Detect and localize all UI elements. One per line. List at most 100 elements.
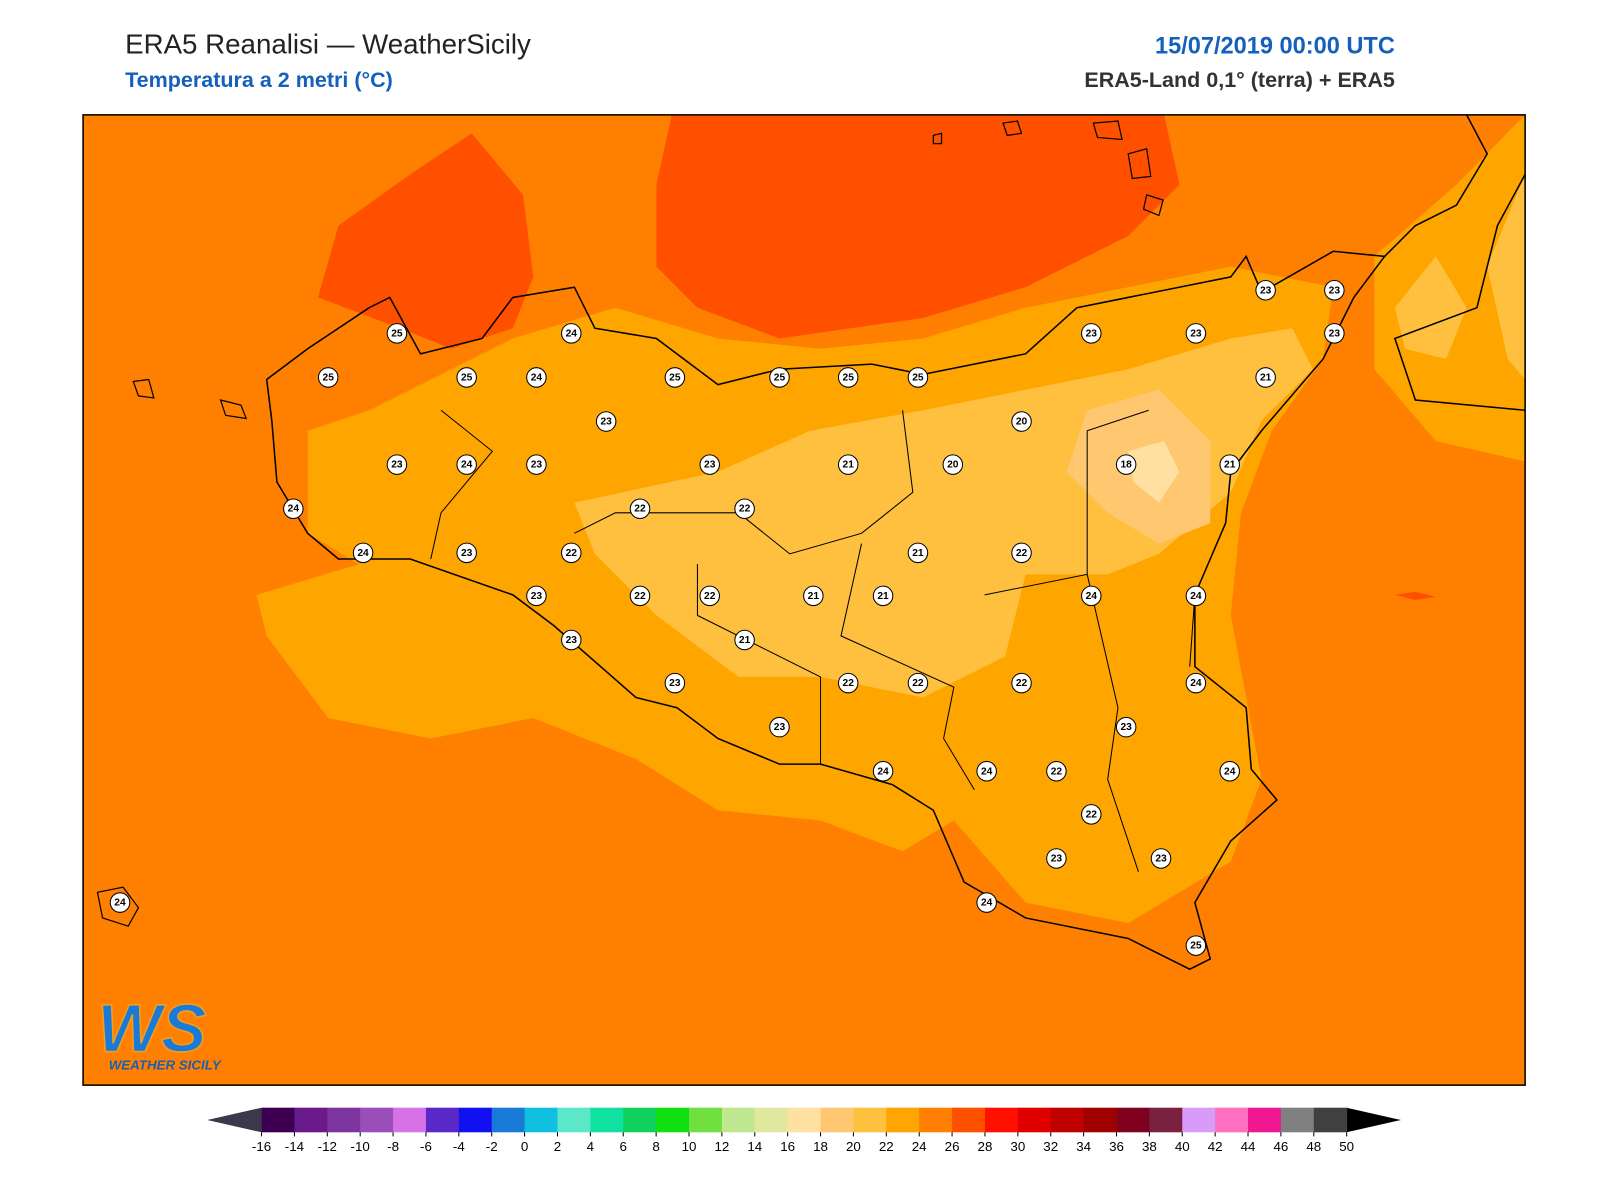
colorbar-box [590,1107,624,1133]
contour [1394,256,1467,359]
station-value: 24 [114,898,126,909]
station-value: 24 [357,548,369,559]
station: 23 [1046,848,1067,869]
station: 24 [1219,761,1240,782]
station-dot [1011,542,1032,564]
station-dot [1011,672,1032,694]
stations: 25 24 25 25 24 25 25 25 25 23 23 23 23 23 21 23 20 23 24 23… [109,279,1345,956]
station: 24 [976,892,997,913]
colorbar-label: 22 [879,1139,894,1154]
colorbar-label: 12 [714,1139,729,1154]
colorbar-label: 46 [1273,1139,1288,1154]
station-value: 24 [288,504,300,515]
station: 21 [837,454,859,475]
station-dot [386,454,408,475]
source: ERA5-Land 0,1° (terra) + ERA5 [1084,68,1395,92]
station-value: 21 [808,591,820,602]
colorbar-label: 4 [587,1139,595,1154]
station: 24 [283,498,304,519]
station: 25 [317,367,339,388]
station-value: 25 [843,372,855,383]
station-value: 22 [843,678,855,689]
colorbar-label: 32 [1043,1139,1058,1154]
colorbar-label: 18 [813,1139,828,1154]
station-dot [1011,411,1032,432]
station-dot [734,629,755,651]
station-value: 23 [1086,328,1098,339]
colorbar-box [1017,1107,1052,1133]
station: 23 [386,454,408,475]
colorbar-label: 42 [1208,1139,1223,1154]
station-dot [942,454,964,475]
station-value: 21 [843,460,855,471]
station-dot [1219,761,1240,782]
colorbar-box [853,1107,887,1133]
station: 25 [664,367,686,388]
station: 22 [734,498,755,519]
station: 22 [837,672,859,694]
station: 24 [976,761,997,782]
station: 23 [595,411,617,432]
contour [1394,591,1436,600]
station-value: 18 [1120,460,1132,471]
station-dot [561,542,582,564]
station-dot [837,672,859,694]
station-dot [664,672,686,694]
station-dot [386,323,408,344]
station-value: 22 [704,591,716,602]
station-value: 23 [774,722,786,733]
colorbar-label: 16 [780,1139,795,1154]
station: 23 [561,629,582,651]
station-dot [699,454,720,475]
station: 23 [456,542,477,564]
colorbar-label: 14 [747,1139,762,1154]
colorbar-box [623,1107,657,1133]
station-value: 21 [912,548,924,559]
station-dot [699,585,720,607]
colorbar-label: 8 [652,1139,659,1154]
station-value: 23 [1329,285,1341,296]
station: 24 [1185,672,1207,694]
station-value: 23 [1329,328,1341,339]
station-value: 24 [461,460,473,471]
subtitle: Temperatura a 2 metri (°C) [125,68,393,92]
station-dot [352,542,374,564]
field [83,114,1526,1086]
station-dot [1046,761,1067,782]
colorbar-label: 34 [1076,1139,1091,1154]
station-value: 21 [1224,460,1236,471]
logo: WS WEATHER SICILY [97,991,222,1073]
colorbar-label: 36 [1109,1139,1124,1154]
colorbar-label: 28 [978,1139,993,1154]
colorbar-under [207,1107,262,1133]
station: 22 [629,498,651,519]
station: 21 [803,585,824,607]
colorbar-box [557,1107,591,1133]
station: 21 [907,542,929,564]
station-dot [526,367,547,388]
islands [96,120,1164,927]
colorbar-box [261,1107,295,1133]
station-dot [1115,454,1137,475]
station-dot [1115,716,1137,738]
station: 22 [1081,804,1102,825]
station-dot [526,454,547,475]
colorbar-box [1248,1107,1282,1133]
station-dot [629,498,651,519]
colorbar-label: 26 [945,1139,960,1154]
station-dot [907,542,929,564]
map-frame [82,114,1526,1086]
station: 23 [1150,848,1172,869]
station-value: 23 [1155,853,1167,864]
station-dot [976,761,997,782]
station-value: 22 [1016,548,1028,559]
station-value: 24 [1190,678,1202,689]
colorbar-label: 38 [1142,1139,1157,1154]
station-value: 23 [1120,722,1132,733]
station: 24 [872,761,894,782]
station: 23 [1324,323,1345,344]
station-dot [1324,323,1345,344]
colorbar-label: -2 [486,1139,498,1154]
